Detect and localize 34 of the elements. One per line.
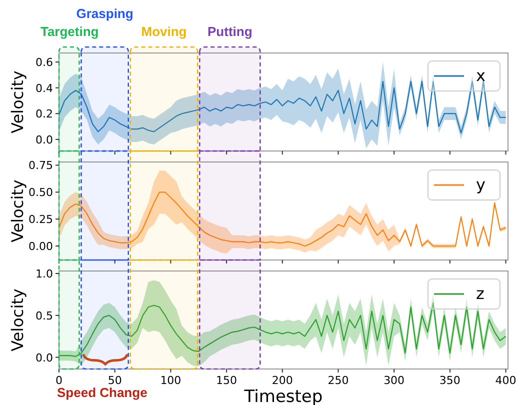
y-tick-label: 0.0 <box>36 351 53 364</box>
band-label: Targeting <box>40 24 99 39</box>
y-tick-label: 0.0 <box>36 133 53 146</box>
y-tick-label: 0.2 <box>36 108 53 121</box>
x-tick-label: 0 <box>56 374 62 387</box>
y-axis-title: Velocity <box>8 288 27 352</box>
line-series <box>59 80 506 134</box>
x-tick-label: 50 <box>108 374 122 387</box>
y-tick-label: 0.00 <box>28 240 53 253</box>
legend-label: y <box>476 175 486 194</box>
line-series <box>59 302 506 357</box>
x-tick-label: 300 <box>384 374 405 387</box>
y-tick-label: 0.75 <box>28 159 53 172</box>
y-tick-label: 0.50 <box>28 186 53 200</box>
y-tick-label: 0.6 <box>36 56 53 70</box>
text: Speed Change <box>57 385 148 400</box>
legend-label: z <box>476 284 484 303</box>
y-tick-label: 1.0 <box>36 268 53 281</box>
band-label: Putting <box>208 24 252 39</box>
y-tick-label: 0.5 <box>36 309 53 322</box>
band-label: Grasping <box>76 6 134 21</box>
x-tick-label: 250 <box>328 374 349 387</box>
x-tick-label: 150 <box>216 374 238 387</box>
band-label: Moving <box>141 24 187 39</box>
legend-label: x <box>476 66 486 85</box>
y-tick-label: 0.4 <box>36 82 53 95</box>
x-tick-label: 400 <box>495 374 516 387</box>
x-tick-label: 350 <box>439 374 460 387</box>
y-axis-title: Velocity <box>8 70 27 134</box>
line-series <box>59 192 506 247</box>
x-tick-label: 200 <box>272 374 293 387</box>
y-tick-label: 0.25 <box>28 213 53 226</box>
x-tick-label: 100 <box>160 374 182 387</box>
y-axis-title: Velocity <box>8 180 27 242</box>
